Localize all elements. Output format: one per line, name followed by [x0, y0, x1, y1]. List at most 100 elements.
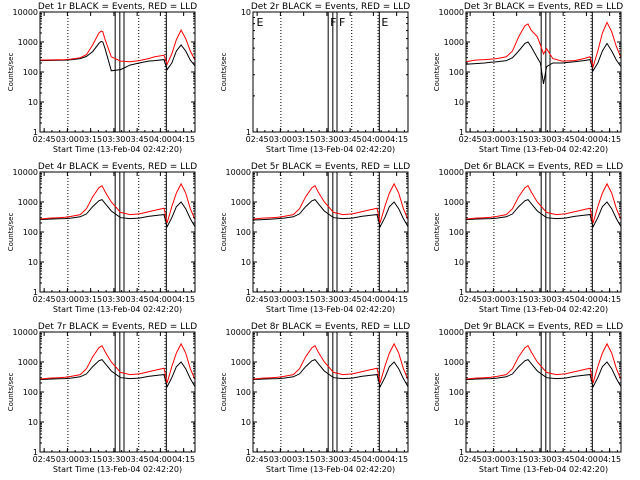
y-tick-label: 1: [246, 128, 251, 137]
x-tick-label: 04:15: [172, 455, 195, 464]
x-tick-label: 03:45: [126, 295, 149, 304]
x-tick-label: 04:00: [575, 455, 598, 464]
x-tick-label: 04:15: [598, 295, 621, 304]
y-tick-label: 1: [459, 128, 464, 137]
series-line-events: [465, 199, 622, 229]
y-tick-label: 10000: [13, 328, 38, 337]
detector-panel-9: Det 9r BLACK = Events, RED = LLD 1 10 100 10…: [433, 322, 623, 474]
series-line-events: [39, 199, 196, 229]
y-axis-label: Counts/sec: [220, 213, 228, 252]
y-tick-label: 1000: [444, 38, 464, 47]
x-tick-label: 04:15: [598, 135, 621, 144]
x-tick-label: 03:45: [552, 135, 575, 144]
y-tick-label: 10: [241, 418, 251, 427]
y-tick-label: 1: [246, 288, 251, 297]
detector-panel-2: Det 2r BLACK = Events, RED = LLD E F F E 1 10 0…: [220, 2, 410, 154]
x-tick-label: 03:00: [56, 455, 79, 464]
y-tick-label: 1000: [231, 198, 251, 207]
y-tick-label: 100: [23, 388, 38, 397]
y-axis-label: Counts/sec: [7, 53, 15, 92]
y-tick-label: 1: [33, 448, 38, 457]
plot-frame: [39, 331, 196, 453]
x-tick-label: 03:00: [482, 455, 505, 464]
series-line-events: [252, 199, 409, 229]
x-tick-label: 04:15: [172, 135, 195, 144]
y-tick-label: 10: [28, 98, 38, 107]
detector-panel-4: Det 4r BLACK = Events, RED = LLD 1 10 100 10…: [7, 162, 197, 314]
x-tick-label: 03:45: [552, 295, 575, 304]
series-line-lld: [465, 21, 622, 69]
x-tick-label: 03:45: [552, 455, 575, 464]
flag-label: E: [257, 16, 264, 29]
panel-title: Det 2r BLACK = Events, RED = LLD: [251, 2, 410, 12]
x-tick-label: 02:45: [246, 135, 269, 144]
x-tick-label: 03:15: [79, 135, 102, 144]
y-tick-label: 100: [449, 228, 464, 237]
x-axis-label: Start Time (13-Feb-04 02:42:20): [479, 465, 608, 474]
series-line-lld: [465, 182, 622, 224]
y-tick-label: 10: [28, 418, 38, 427]
x-tick-label: 03:30: [528, 455, 551, 464]
y-tick-label: 10: [454, 418, 464, 427]
y-tick-label: 100: [236, 228, 251, 237]
plot-frame: [465, 11, 622, 133]
x-tick-label: 02:45: [459, 295, 482, 304]
y-tick-label: 1: [459, 288, 464, 297]
series-line-events: [252, 359, 409, 389]
plot-frame: [465, 171, 622, 293]
flag-label: F: [330, 16, 336, 29]
y-tick-label: 1: [459, 448, 464, 457]
x-tick-label: 03:00: [482, 295, 505, 304]
y-tick-label: 1: [246, 448, 251, 457]
x-tick-label: 04:00: [575, 295, 598, 304]
detector-panel-8: Det 8r BLACK = Events, RED = LLD 1 10 100 10…: [220, 322, 410, 474]
x-tick-label: 04:15: [172, 295, 195, 304]
y-axis-label: Counts/sec: [433, 373, 441, 412]
x-tick-label: 03:45: [339, 135, 362, 144]
x-axis-label: Start Time (13-Feb-04 02:42:20): [266, 465, 395, 474]
detector-panel-3: Det 3r BLACK = Events, RED = LLD 1 10 100 10…: [433, 2, 623, 154]
y-tick-label: 100: [449, 68, 464, 77]
x-tick-label: 02:45: [459, 455, 482, 464]
y-axis-label: Counts/sec: [220, 53, 228, 92]
x-tick-label: 03:00: [269, 135, 292, 144]
y-tick-label: 1: [33, 128, 38, 137]
x-tick-label: 03:30: [102, 295, 125, 304]
series-line-events: [465, 359, 622, 389]
panel-title: Det 1r BLACK = Events, RED = LLD: [38, 2, 197, 12]
x-tick-label: 02:45: [459, 135, 482, 144]
x-tick-label: 03:00: [269, 455, 292, 464]
x-tick-label: 04:00: [149, 295, 172, 304]
plot-frame: [252, 331, 409, 453]
x-axis-label: Start Time (13-Feb-04 02:42:20): [53, 145, 182, 154]
y-tick-label: 10: [28, 258, 38, 267]
y-tick-label: 10000: [439, 8, 464, 17]
y-tick-label: 10: [454, 98, 464, 107]
x-tick-label: 04:15: [385, 135, 408, 144]
x-axis-label: Start Time (13-Feb-04 02:42:20): [479, 305, 608, 314]
series-line-lld: [252, 182, 409, 224]
y-tick-label: 10000: [13, 8, 38, 17]
panel-title: Det 7r BLACK = Events, RED = LLD: [38, 322, 197, 332]
x-tick-label: 02:45: [33, 295, 56, 304]
panel-title: Det 8r BLACK = Events, RED = LLD: [251, 322, 410, 332]
y-tick-label: 10000: [13, 168, 38, 177]
flag-label: F: [339, 16, 345, 29]
series-line-events: [465, 41, 622, 84]
x-tick-label: 03:45: [126, 135, 149, 144]
panel-title: Det 6r BLACK = Events, RED = LLD: [464, 162, 623, 172]
x-tick-label: 03:30: [102, 455, 125, 464]
y-tick-label: 1000: [18, 198, 38, 207]
x-tick-label: 03:00: [482, 135, 505, 144]
x-tick-label: 03:15: [505, 455, 528, 464]
detector-panel-7: Det 7r BLACK = Events, RED = LLD 1 10 100 10…: [7, 322, 197, 474]
x-tick-label: 03:15: [505, 295, 528, 304]
x-tick-label: 04:15: [385, 295, 408, 304]
x-tick-label: 03:15: [505, 135, 528, 144]
y-tick-label: 10000: [226, 168, 251, 177]
plot-frame: [252, 171, 409, 293]
panel-title: Det 3r BLACK = Events, RED = LLD: [464, 2, 623, 12]
x-tick-label: 03:30: [315, 295, 338, 304]
detector-panel-5: Det 5r BLACK = Events, RED = LLD 1 10 100 10…: [220, 162, 410, 314]
